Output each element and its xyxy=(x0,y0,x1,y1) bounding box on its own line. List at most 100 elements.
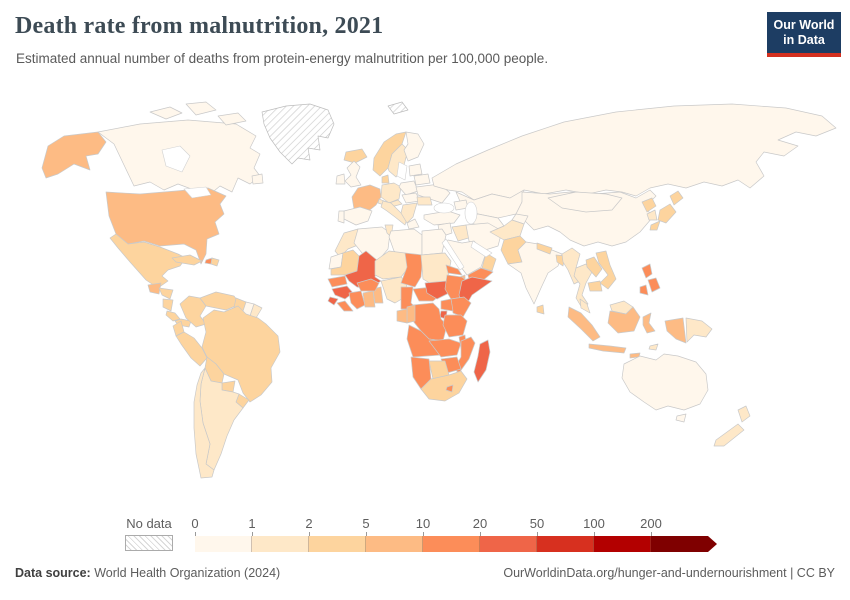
credit-link[interactable]: OurWorldinData.org/hunger-and-undernouri… xyxy=(503,566,835,580)
country-honduras[interactable] xyxy=(158,287,174,300)
region-svalbard-no-data[interactable] xyxy=(387,101,409,115)
country-eritrea[interactable] xyxy=(445,264,463,276)
legend-colorbar xyxy=(195,536,717,552)
black-sea xyxy=(433,202,455,214)
country-senegal[interactable] xyxy=(327,275,348,288)
country-tanzania[interactable] xyxy=(442,314,468,338)
data-source-value: World Health Organization (2024) xyxy=(94,566,281,580)
country-togo-benin[interactable] xyxy=(372,286,384,304)
country-congo[interactable] xyxy=(406,304,416,324)
no-data-swatch[interactable] xyxy=(125,535,173,551)
country-peru[interactable] xyxy=(175,331,208,367)
country-canada-arctic-3[interactable] xyxy=(217,112,247,126)
country-oman[interactable] xyxy=(481,252,497,272)
chart-subtitle: Estimated annual number of deaths from p… xyxy=(16,51,549,66)
country-uganda[interactable] xyxy=(440,298,454,312)
country-south-africa[interactable] xyxy=(420,370,468,402)
country-colombia[interactable] xyxy=(179,295,207,328)
country-gabon[interactable] xyxy=(396,308,408,324)
country-malaysia[interactable] xyxy=(579,298,634,315)
great-lakes xyxy=(183,186,212,199)
country-egypt[interactable] xyxy=(421,228,447,256)
country-japan[interactable] xyxy=(649,190,684,231)
legend-segment[interactable] xyxy=(423,536,480,552)
country-venezuela[interactable] xyxy=(199,291,241,311)
country-sierra-leone[interactable] xyxy=(327,296,339,306)
country-indonesia[interactable] xyxy=(567,306,687,359)
country-balkans[interactable] xyxy=(400,202,418,224)
country-cote-divoire[interactable] xyxy=(348,290,366,310)
country-tasmania[interactable] xyxy=(675,413,687,423)
legend-segment[interactable] xyxy=(309,536,366,552)
country-new-zealand[interactable] xyxy=(713,405,751,447)
country-cambodia[interactable] xyxy=(587,280,603,292)
country-australia[interactable] xyxy=(621,353,709,411)
country-united-kingdom[interactable] xyxy=(344,160,362,188)
country-nicaragua[interactable] xyxy=(162,298,174,312)
country-ireland[interactable] xyxy=(335,173,346,185)
country-chile[interactable] xyxy=(193,367,215,479)
country-ghana[interactable] xyxy=(362,290,376,308)
persian-gulf xyxy=(470,240,493,258)
country-north-korea[interactable] xyxy=(641,197,657,213)
country-nepal[interactable] xyxy=(536,242,553,255)
country-mongolia[interactable] xyxy=(547,191,623,213)
owid-logo[interactable]: Our World in Data xyxy=(767,12,841,57)
country-south-sudan[interactable] xyxy=(424,280,450,300)
country-belarus[interactable] xyxy=(413,173,431,186)
legend-segment[interactable] xyxy=(594,536,651,552)
red-sea xyxy=(441,238,465,271)
country-mexico[interactable] xyxy=(109,233,187,289)
country-russia[interactable] xyxy=(431,103,837,201)
country-romania[interactable] xyxy=(416,196,433,206)
country-denmark[interactable] xyxy=(381,174,390,184)
country-south-korea[interactable] xyxy=(646,209,658,221)
country-poland[interactable] xyxy=(398,180,419,196)
owid-logo-line1: Our World xyxy=(773,18,835,32)
country-laos[interactable] xyxy=(585,256,603,278)
country-sri-lanka[interactable] xyxy=(536,304,545,315)
country-france[interactable] xyxy=(351,184,382,214)
hudson-bay xyxy=(161,145,191,173)
country-cuba[interactable] xyxy=(171,254,203,266)
country-costa-rica[interactable] xyxy=(165,310,181,322)
region-greenland-no-data[interactable] xyxy=(261,103,335,165)
country-baltics[interactable] xyxy=(408,163,423,177)
country-finland[interactable] xyxy=(403,131,425,162)
country-philippines[interactable] xyxy=(639,263,661,296)
legend-segment[interactable] xyxy=(366,536,423,552)
country-canada-newfoundland[interactable] xyxy=(251,173,264,185)
legend-segment[interactable] xyxy=(252,536,309,552)
legend-segment[interactable] xyxy=(195,536,252,552)
country-burkina-faso[interactable] xyxy=(356,278,380,292)
world-map[interactable] xyxy=(10,92,840,510)
country-canada-arctic-2[interactable] xyxy=(185,101,217,116)
country-lesotho[interactable] xyxy=(445,384,454,393)
legend-ticks: 0 1 2 5 10 20 50 100 200 xyxy=(191,516,717,538)
country-greece[interactable] xyxy=(406,218,420,230)
legend-segment[interactable] xyxy=(651,536,717,552)
country-guinea[interactable] xyxy=(331,285,354,300)
legend-segment[interactable] xyxy=(537,536,594,552)
country-dominican-republic[interactable] xyxy=(210,257,220,267)
country-canada-arctic-1[interactable] xyxy=(149,106,183,120)
country-liberia[interactable] xyxy=(336,300,354,312)
country-timor[interactable] xyxy=(648,343,659,351)
country-portugal[interactable] xyxy=(337,210,345,224)
country-madagascar[interactable] xyxy=(473,339,491,383)
country-china[interactable] xyxy=(515,189,657,247)
country-iceland[interactable] xyxy=(343,148,368,164)
country-papua-new-guinea[interactable] xyxy=(685,317,713,343)
country-spain[interactable] xyxy=(343,206,373,226)
country-kenya[interactable] xyxy=(450,296,472,318)
country-alaska[interactable] xyxy=(41,131,107,179)
country-italy[interactable] xyxy=(380,200,408,226)
country-guatemala[interactable] xyxy=(147,282,162,295)
legend-segment[interactable] xyxy=(480,536,537,552)
country-vietnam[interactable] xyxy=(595,250,617,290)
no-data-label: No data xyxy=(126,516,172,531)
legend-no-data[interactable]: No data xyxy=(125,516,173,551)
legend-colorbar-wrap: 0 1 2 5 10 20 50 100 200 xyxy=(191,516,735,556)
owid-logo-line2: in Data xyxy=(783,32,825,47)
country-zambia[interactable] xyxy=(428,338,462,358)
